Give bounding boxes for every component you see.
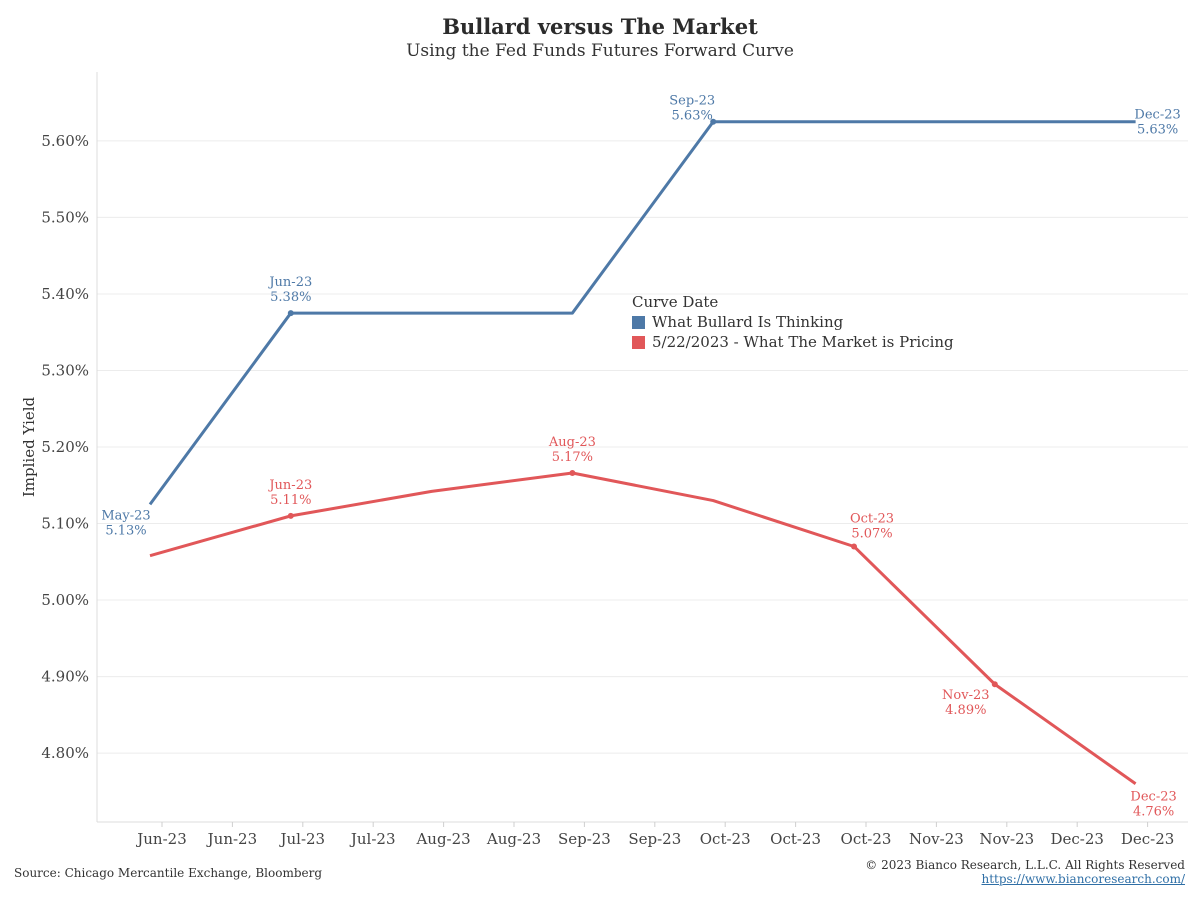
y-tick-label: 5.00%	[41, 591, 89, 609]
x-tick-label: Nov-23	[909, 830, 964, 848]
y-tick-label: 5.10%	[41, 515, 89, 533]
data-point-marker	[851, 543, 857, 550]
x-tick-label: Dec-23	[1050, 830, 1103, 848]
y-tick-label: 5.20%	[41, 438, 89, 456]
legend-swatch-bullard	[632, 315, 645, 329]
chart-title: Bullard versus The Market	[442, 14, 758, 39]
data-label-value: 5.38%	[270, 290, 311, 305]
axes: 4.80% 4.90% 5.00% 5.10% 5.20% 5.30% 5.40% 5.50%…	[41, 72, 1188, 848]
data-label-date: Jun-23	[267, 478, 312, 493]
x-tick-label: Aug-23	[415, 830, 470, 848]
series-line-0	[148, 120, 1136, 506]
legend-item-bullard[interactable]: What Bullard Is Thinking	[632, 312, 954, 332]
x-tick-label: Oct-23	[700, 830, 751, 848]
x-tick-label: Oct-23	[770, 830, 821, 848]
data-label-value: 5.63%	[672, 109, 713, 124]
x-tick-label: Jun-23	[135, 830, 187, 848]
chart-subtitle: Using the Fed Funds Futures Forward Curv…	[406, 41, 794, 61]
x-tick-label: Oct-23	[841, 830, 892, 848]
legend-item-market[interactable]: 5/22/2023 - What The Market is Pricing	[632, 332, 954, 352]
data-label-value: 5.17%	[552, 450, 593, 465]
legend-swatch-market	[632, 335, 645, 349]
series-line-1	[149, 471, 1137, 785]
data-point-marker	[287, 310, 294, 317]
legend-label-market: 5/22/2023 - What The Market is Pricing	[652, 333, 954, 351]
data-label-value: 5.11%	[270, 493, 311, 508]
website-link[interactable]: https://www.biancoresearch.com/	[981, 872, 1185, 886]
data-label-date: Oct-23	[850, 511, 894, 526]
copyright-text: © 2023 Bianco Research, L.L.C. All Right…	[865, 858, 1185, 872]
data-label-date: Dec-23	[1130, 790, 1176, 805]
copyright-block: © 2023 Bianco Research, L.L.C. All Right…	[865, 858, 1185, 886]
data-label-date: Jun-23	[267, 275, 312, 290]
data-label-value: 5.07%	[851, 526, 892, 541]
y-tick-label: 5.40%	[41, 285, 89, 303]
y-tick-label: 5.30%	[41, 361, 89, 379]
x-tick-label: Sep-23	[628, 830, 681, 848]
legend-label-bullard: What Bullard Is Thinking	[652, 313, 844, 331]
y-tick-label: 4.80%	[41, 744, 89, 762]
data-label-value: 5.63%	[1137, 123, 1178, 138]
x-tick-label: Nov-23	[979, 830, 1034, 848]
data-label-date: Sep-23	[669, 94, 715, 109]
y-tick-label: 5.50%	[41, 208, 89, 226]
data-label-date: Dec-23	[1134, 108, 1180, 123]
data-label-date: Aug-23	[548, 435, 596, 450]
source-note: Source: Chicago Mercantile Exchange, Blo…	[14, 866, 323, 880]
x-tick-label: Jul-23	[349, 830, 396, 848]
grid-lines	[97, 140, 1188, 754]
data-point-marker	[991, 681, 998, 688]
data-point-marker	[710, 118, 717, 125]
y-tick-label: 5.60%	[41, 132, 89, 150]
y-tick-label: 4.90%	[41, 668, 89, 686]
data-point-marker	[287, 512, 294, 519]
x-tick-label: Jun-23	[206, 830, 258, 848]
legend-title: Curve Date	[632, 293, 719, 311]
data-label-value: 5.13%	[105, 523, 146, 538]
x-tick-label: Sep-23	[558, 830, 611, 848]
y-axis-label: Implied Yield	[20, 396, 38, 497]
data-label-value: 4.89%	[945, 703, 986, 718]
x-tick-label: Dec-23	[1121, 830, 1174, 848]
data-label-date: May-23	[101, 508, 150, 523]
x-tick-label: Jul-23	[278, 830, 325, 848]
series-lines	[148, 118, 1137, 785]
data-point-marker	[569, 470, 576, 477]
data-labels: May-235.13%Jun-235.38%Sep-235.63% Dec-235…	[101, 94, 1180, 820]
data-label-value: 4.76%	[1133, 805, 1174, 820]
x-tick-label: Aug-23	[486, 830, 541, 848]
legend: Curve Date What Bullard Is Thinking 5/22…	[632, 292, 954, 352]
data-label-date: Nov-23	[942, 688, 989, 703]
